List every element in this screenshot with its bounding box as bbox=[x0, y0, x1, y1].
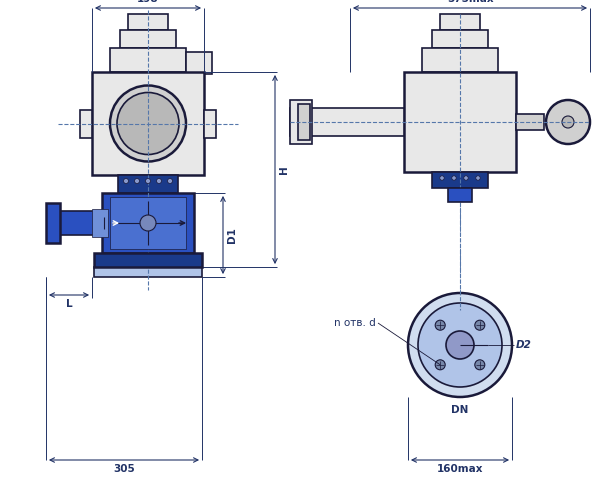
Bar bbox=[92, 72, 204, 175]
Circle shape bbox=[446, 331, 474, 359]
Bar bbox=[46, 203, 60, 243]
Bar bbox=[94, 267, 202, 277]
Circle shape bbox=[124, 179, 129, 184]
Bar bbox=[432, 30, 488, 48]
Text: L: L bbox=[65, 299, 72, 309]
Bar bbox=[102, 193, 194, 253]
Circle shape bbox=[452, 176, 456, 180]
Bar bbox=[432, 172, 488, 188]
Text: D2: D2 bbox=[516, 340, 532, 350]
Circle shape bbox=[168, 179, 173, 184]
Bar bbox=[290, 108, 404, 136]
Circle shape bbox=[562, 116, 574, 128]
Text: 198: 198 bbox=[137, 0, 159, 4]
Bar bbox=[448, 188, 472, 202]
Circle shape bbox=[146, 179, 151, 184]
Circle shape bbox=[110, 85, 186, 161]
Text: 575max: 575max bbox=[447, 0, 493, 4]
Bar bbox=[118, 175, 178, 193]
Circle shape bbox=[435, 320, 445, 330]
Bar bbox=[58, 211, 102, 235]
Text: n отв. d: n отв. d bbox=[334, 318, 376, 328]
Bar bbox=[298, 104, 310, 140]
Circle shape bbox=[140, 215, 156, 231]
Bar bbox=[204, 110, 216, 138]
Circle shape bbox=[440, 176, 444, 180]
Circle shape bbox=[475, 320, 485, 330]
Circle shape bbox=[117, 93, 179, 155]
Bar bbox=[404, 72, 516, 172]
Bar bbox=[110, 48, 186, 72]
Text: H: H bbox=[279, 165, 289, 174]
Circle shape bbox=[475, 360, 485, 370]
Bar bbox=[516, 114, 544, 130]
Circle shape bbox=[476, 176, 480, 180]
Bar bbox=[422, 48, 498, 72]
Circle shape bbox=[157, 179, 162, 184]
Bar bbox=[80, 110, 92, 138]
Bar bbox=[186, 52, 212, 74]
Text: DN: DN bbox=[451, 405, 469, 415]
Circle shape bbox=[408, 293, 512, 397]
Bar bbox=[94, 253, 202, 267]
Bar bbox=[440, 14, 480, 30]
Bar bbox=[92, 209, 108, 237]
Bar bbox=[290, 100, 312, 144]
Circle shape bbox=[546, 100, 590, 144]
Circle shape bbox=[418, 303, 502, 387]
Text: 305: 305 bbox=[113, 464, 135, 474]
Circle shape bbox=[135, 179, 140, 184]
Circle shape bbox=[464, 176, 468, 180]
Bar bbox=[128, 14, 168, 30]
Circle shape bbox=[435, 360, 445, 370]
Bar bbox=[110, 197, 186, 249]
Bar bbox=[120, 30, 176, 48]
Text: D1: D1 bbox=[227, 227, 237, 243]
Text: 160max: 160max bbox=[437, 464, 483, 474]
